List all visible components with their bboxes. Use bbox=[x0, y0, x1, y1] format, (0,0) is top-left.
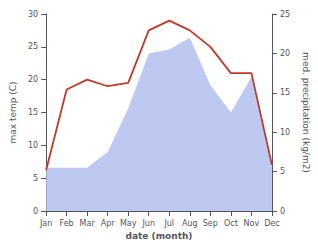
svg-text:Nov: Nov bbox=[244, 219, 260, 228]
svg-text:0: 0 bbox=[280, 207, 285, 216]
svg-text:Apr: Apr bbox=[101, 219, 116, 228]
svg-text:10: 10 bbox=[280, 128, 290, 137]
svg-text:15: 15 bbox=[280, 88, 290, 97]
svg-text:med. precipitation (kg/m2): med. precipitation (kg/m2) bbox=[301, 52, 311, 173]
svg-text:30: 30 bbox=[28, 10, 38, 19]
svg-text:5: 5 bbox=[33, 174, 38, 183]
svg-text:Jan: Jan bbox=[39, 219, 52, 228]
svg-text:Feb: Feb bbox=[60, 219, 74, 228]
svg-text:10: 10 bbox=[28, 141, 38, 150]
svg-text:May: May bbox=[120, 219, 137, 228]
svg-text:date (month): date (month) bbox=[126, 231, 193, 241]
svg-text:Dec: Dec bbox=[264, 219, 279, 228]
svg-text:Sep: Sep bbox=[203, 219, 218, 228]
svg-text:25: 25 bbox=[280, 10, 290, 19]
svg-text:Mar: Mar bbox=[80, 219, 96, 228]
svg-text:max temp (C): max temp (C) bbox=[8, 81, 18, 143]
svg-text:25: 25 bbox=[28, 42, 38, 51]
svg-text:5: 5 bbox=[280, 167, 285, 176]
svg-text:Aug: Aug bbox=[182, 219, 198, 228]
svg-text:15: 15 bbox=[28, 108, 38, 117]
svg-text:Jun: Jun bbox=[141, 219, 155, 228]
svg-text:Jul: Jul bbox=[163, 219, 174, 228]
svg-text:20: 20 bbox=[280, 49, 290, 58]
svg-text:0: 0 bbox=[33, 207, 38, 216]
svg-text:20: 20 bbox=[28, 75, 38, 84]
svg-text:Oct: Oct bbox=[224, 219, 238, 228]
